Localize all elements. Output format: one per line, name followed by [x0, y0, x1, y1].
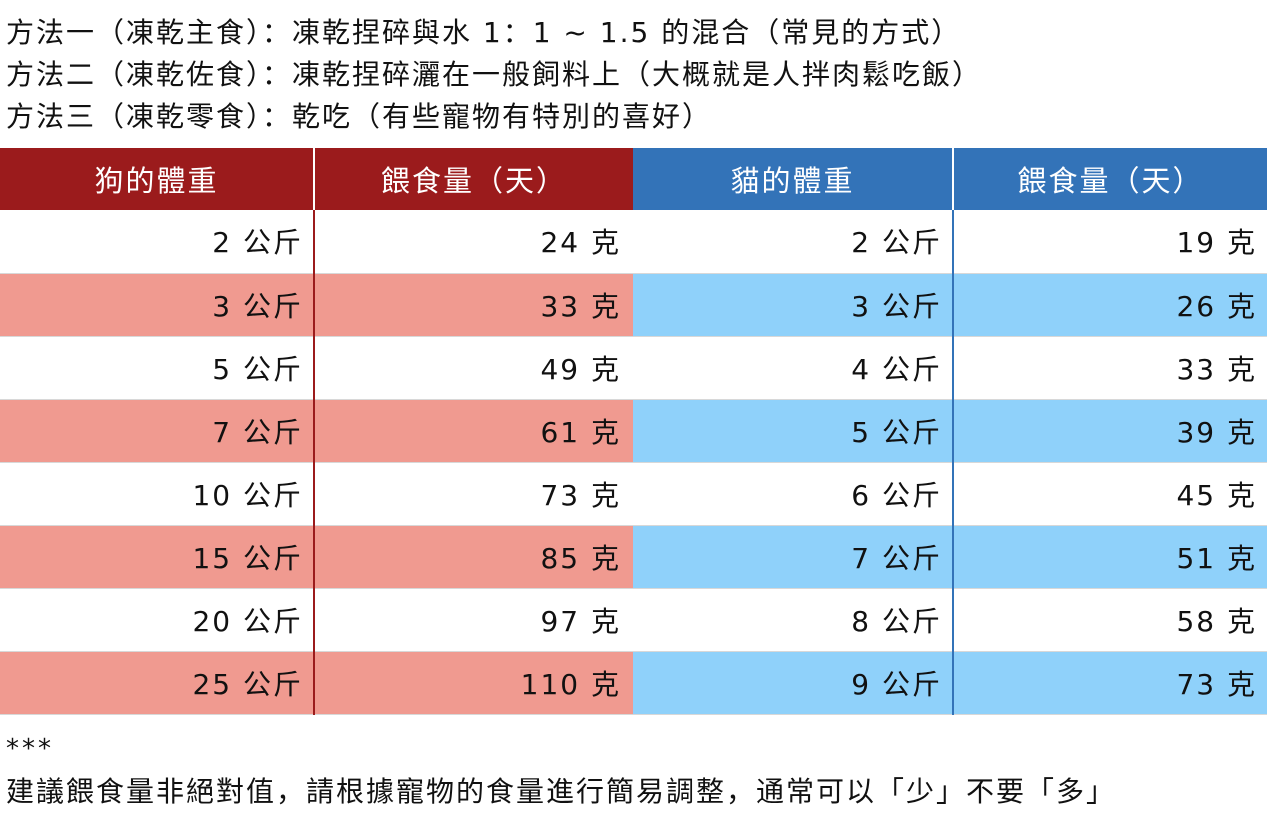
table-header-row: 狗的體重 餵食量（天） 貓的體重 餵食量（天） [0, 148, 1267, 210]
dog-amount-cell: 110 克 [314, 651, 633, 715]
dog-weight-cell: 5 公斤 [0, 336, 315, 400]
cat-weight-cell: 8 公斤 [633, 588, 954, 652]
table-row: 2 公斤 24 克 2 公斤 19 克 [0, 210, 1267, 274]
header-dog-weight: 狗的體重 [0, 148, 315, 210]
dog-weight-cell: 20 公斤 [0, 588, 315, 652]
feeding-amount-table: 狗的體重 餵食量（天） 貓的體重 餵食量（天） 2 公斤 24 克 2 公斤 1… [0, 148, 1267, 715]
cat-amount-cell: 45 克 [953, 462, 1267, 526]
cat-amount-cell: 33 克 [953, 336, 1267, 400]
dog-amount-cell: 97 克 [314, 588, 633, 652]
dog-weight-cell: 15 公斤 [0, 525, 315, 589]
method-three-text: 方法三（凍乾零食）：乾吃（有些寵物有特別的喜好） [6, 100, 713, 133]
header-cat-amount: 餵食量（天） [953, 148, 1267, 210]
dog-weight-cell: 10 公斤 [0, 462, 315, 526]
table-row: 10 公斤 73 克 6 公斤 45 克 [0, 462, 1267, 526]
cat-amount-cell: 39 克 [953, 399, 1267, 463]
table-row: 3 公斤 33 克 3 公斤 26 克 [0, 273, 1267, 337]
cat-amount-cell: 19 克 [953, 210, 1267, 274]
dog-amount-cell: 33 克 [314, 273, 633, 337]
footer-asterisks: *** [6, 734, 54, 764]
feeding-methods: 方法一（凍乾主食）：凍乾捏碎與水 1：1 ~ 1.5 的混合（常見的方式） 方法… [6, 12, 1261, 138]
cat-weight-cell: 5 公斤 [633, 399, 954, 463]
table-row: 20 公斤 97 克 8 公斤 58 克 [0, 588, 1267, 652]
cat-weight-cell: 3 公斤 [633, 273, 954, 337]
dog-amount-cell: 85 克 [314, 525, 633, 589]
cat-weight-cell: 6 公斤 [633, 462, 954, 526]
footer-note-block: *** 建議餵食量非絕對值，請根據寵物的食量進行簡易調整，通常可以「少」不要「多… [6, 730, 1261, 816]
dog-amount-cell: 49 克 [314, 336, 633, 400]
table-row: 15 公斤 85 克 7 公斤 51 克 [0, 525, 1267, 589]
dog-amount-cell: 73 克 [314, 462, 633, 526]
feeding-advice-text: 建議餵食量非絕對值，請根據寵物的食量進行簡易調整，通常可以「少」不要「多」 [6, 775, 1117, 808]
dog-weight-cell: 3 公斤 [0, 273, 315, 337]
cat-amount-cell: 58 克 [953, 588, 1267, 652]
cat-amount-cell: 26 克 [953, 273, 1267, 337]
method-one-text: 方法一（凍乾主食）：凍乾捏碎與水 1：1 ~ 1.5 的混合（常見的方式） [6, 16, 962, 49]
dog-weight-cell: 25 公斤 [0, 651, 315, 715]
cat-weight-cell: 9 公斤 [633, 651, 954, 715]
cat-weight-cell: 7 公斤 [633, 525, 954, 589]
header-cat-weight: 貓的體重 [633, 148, 954, 210]
table-row: 5 公斤 49 克 4 公斤 33 克 [0, 336, 1267, 400]
table-row: 7 公斤 61 克 5 公斤 39 克 [0, 399, 1267, 463]
method-two-text: 方法二（凍乾佐食）：凍乾捏碎灑在一般飼料上（大概就是人拌肉鬆吃飯） [6, 58, 983, 91]
header-dog-amount: 餵食量（天） [314, 148, 633, 210]
cat-amount-cell: 51 克 [953, 525, 1267, 589]
dog-amount-cell: 24 克 [314, 210, 633, 274]
cat-weight-cell: 4 公斤 [633, 336, 954, 400]
dog-weight-cell: 7 公斤 [0, 399, 315, 463]
cat-amount-cell: 73 克 [953, 651, 1267, 715]
dog-weight-cell: 2 公斤 [0, 210, 315, 274]
cat-weight-cell: 2 公斤 [633, 210, 954, 274]
dog-amount-cell: 61 克 [314, 399, 633, 463]
table-row: 25 公斤 110 克 9 公斤 73 克 [0, 651, 1267, 715]
